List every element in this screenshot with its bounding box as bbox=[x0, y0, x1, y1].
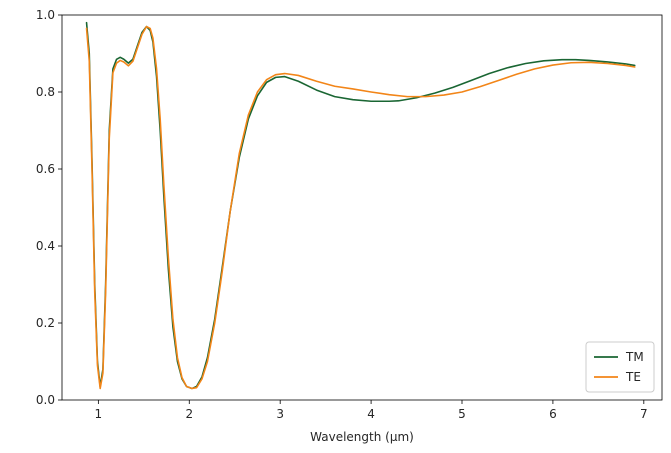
y-tick-label: 0.8 bbox=[36, 85, 55, 99]
x-tick-label: 2 bbox=[185, 407, 193, 421]
plot-area bbox=[62, 15, 662, 400]
x-tick-label: 4 bbox=[367, 407, 375, 421]
plot-frame bbox=[61, 14, 663, 401]
y-tick-label: 0.6 bbox=[36, 162, 55, 176]
y-tick-label: 0.4 bbox=[36, 239, 55, 253]
legend: TM TE bbox=[585, 341, 655, 393]
legend-label-te: TE bbox=[625, 370, 641, 384]
x-tick-label: 5 bbox=[458, 407, 466, 421]
x-tick-label: 6 bbox=[549, 407, 557, 421]
x-axis: 1 2 3 4 5 6 7 bbox=[95, 400, 648, 421]
legend-box bbox=[585, 341, 655, 393]
x-tick-label: 7 bbox=[640, 407, 648, 421]
y-tick-label: 0.0 bbox=[36, 393, 55, 407]
y-tick-label: 0.2 bbox=[36, 316, 55, 330]
x-axis-title: Wavelength (µm) bbox=[310, 430, 414, 444]
x-tick-label: 3 bbox=[276, 407, 284, 421]
series-layer bbox=[85, 21, 636, 390]
x-tick-label: 1 bbox=[95, 407, 103, 421]
series-line-tm bbox=[85, 21, 636, 390]
y-tick-label: 1.0 bbox=[36, 8, 55, 22]
y-axis: 0.0 0.2 0.4 0.6 0.8 1.0 bbox=[36, 8, 62, 407]
series-line-te bbox=[85, 25, 636, 390]
legend-label-tm: TM bbox=[625, 350, 644, 364]
